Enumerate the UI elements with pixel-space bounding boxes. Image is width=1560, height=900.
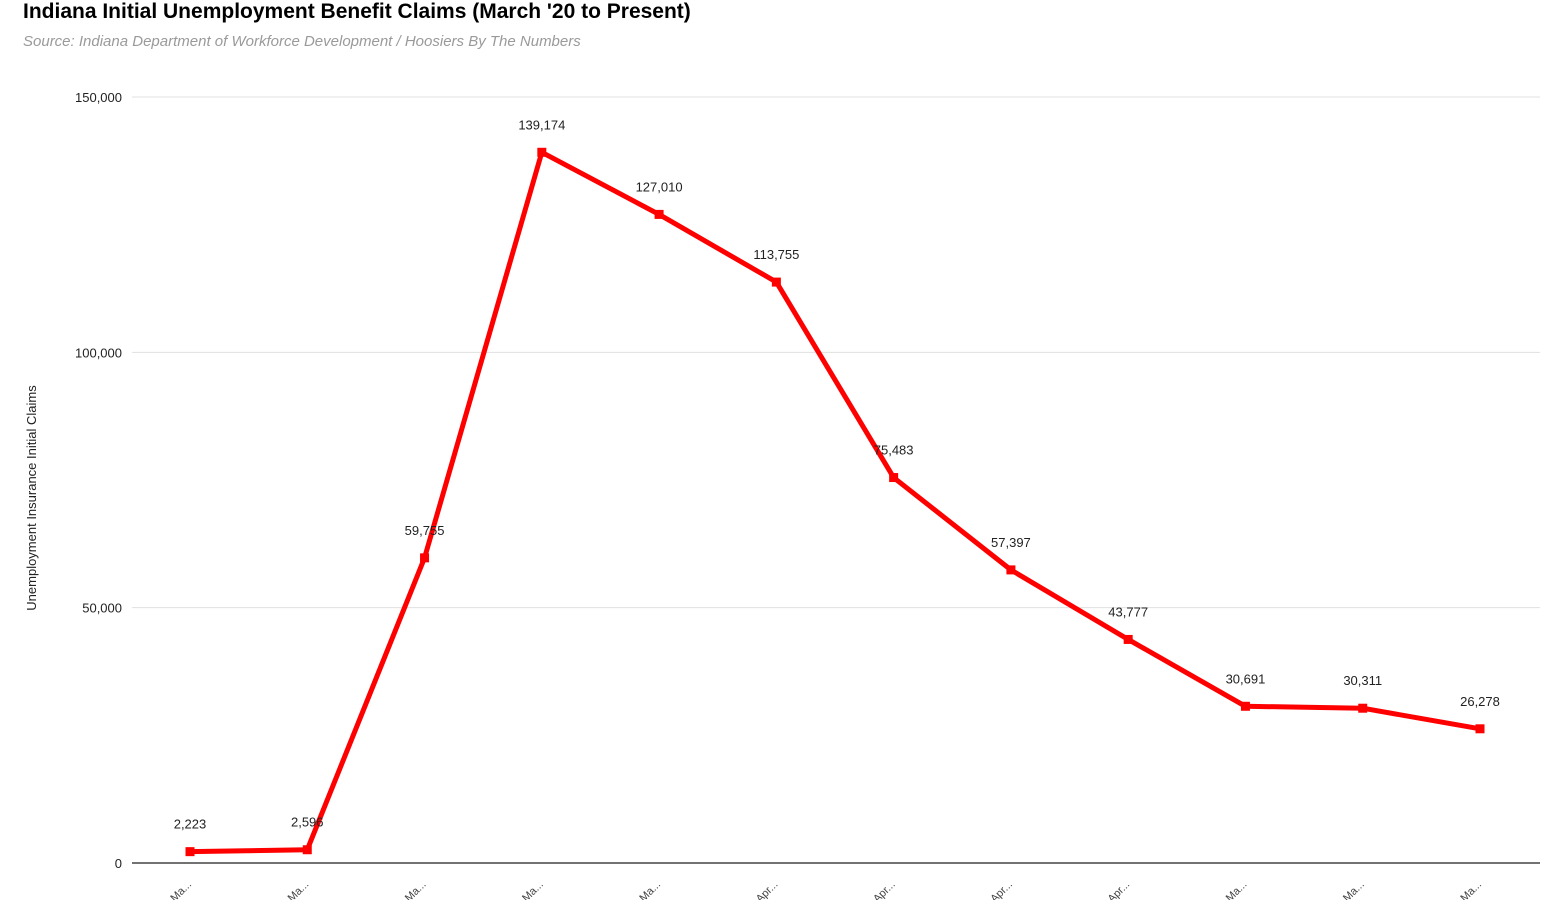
x-tick-label: Ma... [637,879,663,900]
data-label: 2,223 [174,817,207,832]
gridlines [132,96,1540,609]
y-tick-label: 150,000 [75,90,122,105]
data-label: 139,174 [518,117,565,132]
data-label: 75,483 [874,443,914,458]
series-line [187,149,1483,855]
data-point [654,209,664,219]
x-tick-label: Ma... [403,879,429,900]
x-tick-label: Apr... [754,879,781,900]
y-tick-label: 100,000 [75,345,122,360]
data-point [1475,724,1485,734]
chart-subtitle: Source: Indiana Department of Workforce … [23,33,581,50]
data-label: 2,596 [291,815,324,830]
axes: 0 50,000 100,000 150,000 Unemployment Insura… [24,90,1540,900]
x-tick-label: Ma... [520,879,546,900]
data-label: 127,010 [636,179,683,194]
data-label: 113,755 [753,247,799,262]
data-label: 26,278 [1460,694,1500,709]
x-tick-label: Ma... [1458,879,1484,900]
y-tick-label: 50,000 [82,601,122,616]
data-point [185,847,195,857]
x-tick-label: Ma... [168,879,194,900]
x-tick-label: Ma... [1341,879,1367,900]
data-point [1006,565,1016,575]
data-label: 30,691 [1226,671,1266,686]
series-layer [185,147,1485,857]
data-labels: 2,223 2,596 59,755 139,174 127,010 113,755 75,… [174,117,1500,831]
data-point [889,473,899,483]
data-label: 30,311 [1343,673,1382,688]
x-tick-label: Apr... [988,879,1015,900]
data-point [1240,701,1250,711]
x-tick-label: Ma... [1224,879,1250,900]
x-tick-label: Apr... [871,879,898,900]
data-point [302,845,312,855]
data-label: 59,755 [405,523,445,538]
data-point [1358,703,1368,713]
data-point [537,147,547,157]
y-axis-title: Unemployment Insurance Initial Claims [24,385,39,611]
x-tick-label: Apr... [1106,879,1133,900]
data-point [1123,634,1133,644]
data-label: 43,777 [1108,604,1148,619]
data-point [420,553,430,563]
data-point [771,277,781,287]
data-label: 57,397 [991,535,1031,550]
x-tick-label: Ma... [286,879,312,900]
chart-title: Indiana Initial Unemployment Benefit Cla… [23,0,691,23]
y-tick-label: 0 [115,856,122,871]
